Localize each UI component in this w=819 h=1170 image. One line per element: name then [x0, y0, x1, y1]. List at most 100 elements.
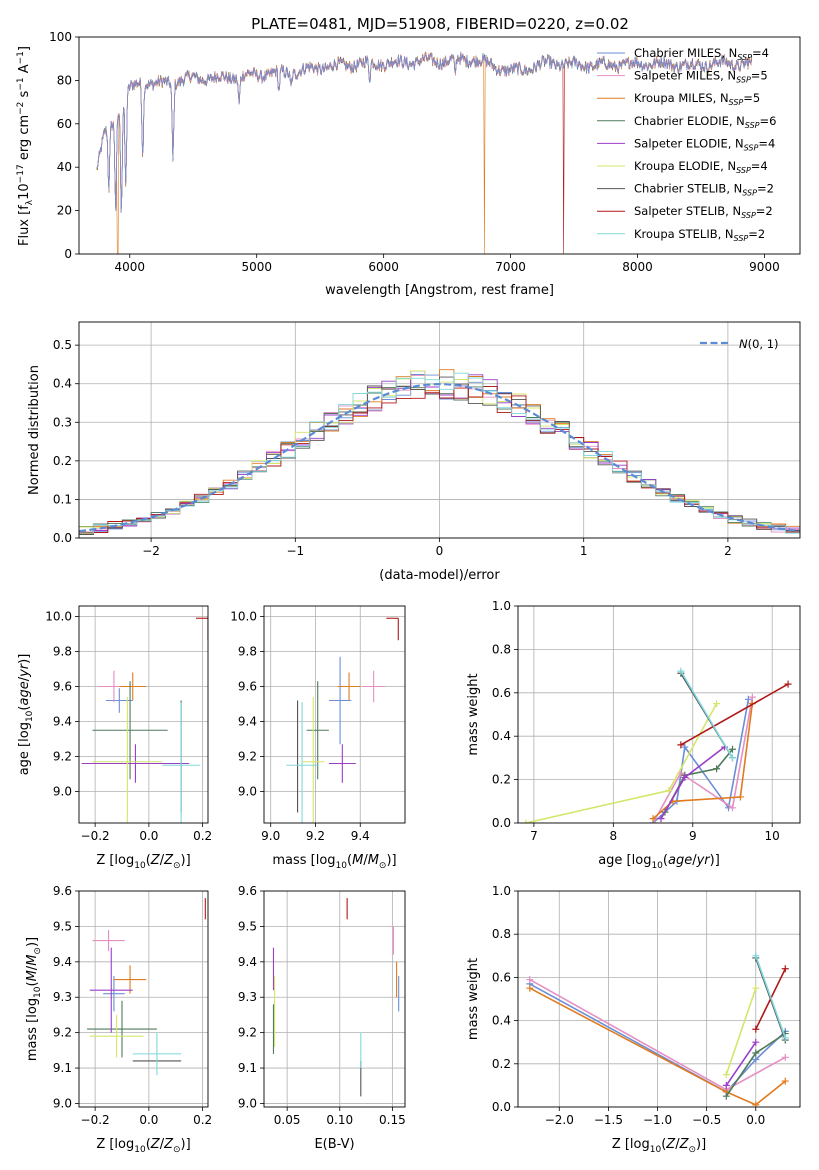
y-tick-label: 100 — [49, 30, 72, 44]
data-point — [781, 965, 789, 973]
series-line — [652, 696, 754, 823]
legend-label: Kroupa ELODIE, NSSP=4 — [634, 159, 768, 175]
data-point — [677, 741, 685, 749]
y-tick-label: 9.1 — [53, 1061, 72, 1075]
series-line — [652, 699, 750, 823]
x-tick-label: −1.0 — [643, 1113, 672, 1127]
y-tick-label: 0.8 — [492, 642, 511, 656]
y-tick-label: 9.1 — [238, 1061, 257, 1075]
y-tick-label: 9.0 — [238, 785, 257, 799]
y-tick-label: 0.4 — [492, 729, 511, 743]
panel-mass-vs-EBV: 0.05 0.10 0.15 9.0 9.1 9.2 9.3 9.4 9.5 9.6 E(B-V) — [238, 884, 406, 1152]
y-tick-label: 0.0 — [492, 816, 511, 830]
series-kroupa-stelib — [677, 667, 736, 762]
errorbar-kroupa-elodie — [89, 1014, 144, 1058]
data-point — [526, 976, 534, 984]
legend: Chabrier MILES, NSSP=4 Salpeter MILES, NS… — [597, 46, 776, 243]
y-tick-label: 0.0 — [492, 1100, 511, 1114]
x-tick-label: −1 — [286, 544, 304, 558]
y-tick-label: 9.0 — [238, 1096, 257, 1110]
errorbar-chabrier-miles — [103, 975, 125, 1012]
panel-age-vs-mass: 9.0 9.2 9.4 9.0 9.2 9.4 9.6 9.8 10.0 mass [log10(… — [230, 605, 406, 871]
x-tick-label: −0.5 — [692, 1113, 721, 1127]
axes-frame — [78, 890, 209, 1108]
data-point — [781, 1053, 789, 1061]
data-point — [748, 693, 756, 701]
y-axis-label: age [log10(age/yr)] — [17, 654, 35, 776]
y-tick-label: 9.4 — [238, 715, 257, 729]
y-tick-label: 9.6 — [53, 680, 72, 694]
series-salpeter-miles — [649, 693, 756, 823]
axes-frame — [78, 605, 209, 824]
errorbar-chabrier-miles — [328, 656, 352, 745]
legend-label: Salpeter ELODIE, NSSP=4 — [634, 136, 775, 152]
x-tick-label: 0 — [436, 544, 444, 558]
data-point — [752, 952, 760, 960]
y-tick-label: 9.2 — [238, 750, 257, 764]
data-point — [752, 1038, 760, 1046]
data-point — [526, 984, 534, 992]
series-kroupa-miles — [649, 700, 756, 823]
errorbar-salpeter-miles — [362, 670, 385, 703]
data-point — [784, 680, 792, 688]
series-kroupa-stelib — [752, 952, 789, 1042]
series-line — [652, 703, 754, 820]
legend-label: Kroupa MILES, NSSP=5 — [634, 91, 760, 107]
y-tick-label: 0.4 — [53, 377, 72, 391]
errorbar-salpeter-stelib — [196, 617, 208, 641]
errorbar-chabrier-miles — [105, 688, 133, 713]
x-tick-label: −0.2 — [81, 1113, 110, 1127]
y-tick-label: 9.0 — [53, 1096, 72, 1110]
y-tick-label: 9.8 — [53, 645, 72, 659]
x-tick-label: 10 — [765, 829, 780, 843]
x-tick-label: 0.0 — [139, 1113, 158, 1127]
y-axis-label: Flux [fλ10−17 erg cm−2 s−1 A−1] — [16, 46, 35, 246]
data-point — [781, 1077, 789, 1085]
data-point — [728, 754, 736, 762]
errorbar-salpeter-miles — [92, 929, 125, 952]
series-line — [529, 987, 786, 1106]
errorbar-chabrier-elodie — [87, 1000, 157, 1058]
y-tick-label: 9.5 — [53, 919, 72, 933]
x-axis-label: Z [log10(Z/Z⊙)] — [96, 1137, 190, 1155]
x-tick-label: 8000 — [622, 260, 653, 274]
panel-spectrum: 4000 5000 6000 7000 8000 9000 0 20 40 60 80 100 wave… — [16, 30, 801, 298]
x-tick-label: 0.2 — [193, 829, 212, 843]
y-tick-label: 10.0 — [230, 610, 257, 624]
legend-label: Kroupa STELIB, NSSP=2 — [634, 227, 765, 243]
x-axis-label: mass [log10(M/M⊙)] — [272, 853, 396, 871]
y-tick-label: 9.2 — [53, 1026, 72, 1040]
series-line — [725, 987, 757, 1075]
panels: 4000 5000 6000 7000 8000 9000020406080100wave… — [16, 30, 801, 1155]
data-point — [728, 745, 736, 753]
plot-area — [79, 606, 208, 823]
panel-age-vs-Z: −0.2 0.0 0.2 9.0 9.2 9.4 9.6 9.8 10.0 Z [log10(Z/… — [17, 605, 212, 871]
series-line — [725, 1041, 757, 1086]
x-tick-label: 2 — [724, 544, 732, 558]
x-tick-label: 1 — [580, 544, 588, 558]
errorbar-kroupa-miles — [119, 672, 147, 701]
y-axis-label: mass weight — [466, 958, 481, 1040]
y-tick-label: 9.2 — [238, 1026, 257, 1040]
data-point — [681, 773, 689, 781]
data-point — [752, 984, 760, 992]
data-point — [657, 815, 665, 823]
x-tick-label: 4000 — [115, 260, 146, 274]
data-point — [752, 1025, 760, 1033]
series-line — [680, 670, 734, 759]
y-tick-label: 9.3 — [238, 990, 257, 1004]
x-axis-label: (data-model)/error — [379, 568, 500, 583]
data-point — [736, 793, 744, 801]
y-tick-label: 9.6 — [238, 884, 257, 898]
series-kroupa-elodie — [722, 984, 760, 1079]
y-tick-label: 0.2 — [492, 773, 511, 787]
data-point — [728, 804, 736, 812]
axes-frame — [263, 605, 406, 824]
normal-reference-curve — [79, 382, 800, 533]
errorbar-chabrier-elodie — [92, 681, 168, 780]
data-point — [722, 1071, 730, 1079]
x-tick-label: 0.10 — [326, 1113, 353, 1127]
y-tick-label: 9.4 — [53, 955, 72, 969]
y-tick-label: 1.0 — [492, 884, 511, 898]
